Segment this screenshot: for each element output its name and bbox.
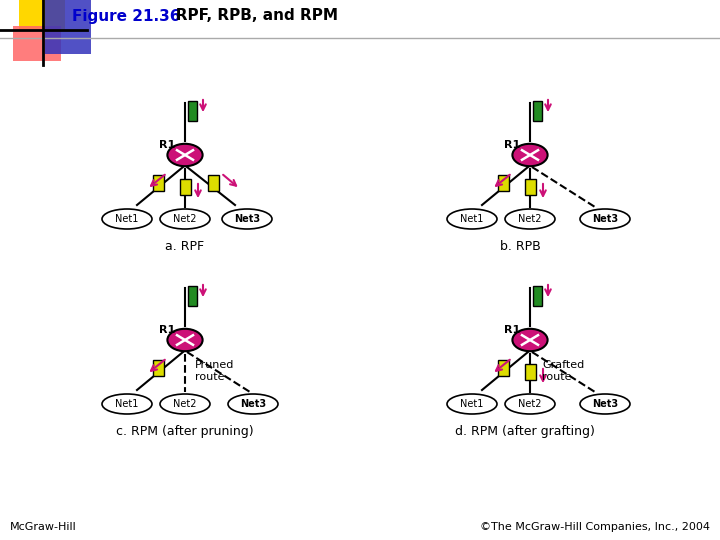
Text: R1: R1 [504, 140, 521, 150]
Bar [524, 179, 536, 195]
Ellipse shape [160, 394, 210, 414]
Text: Figure 21.36: Figure 21.36 [72, 9, 181, 24]
Ellipse shape [505, 394, 555, 414]
Bar [19, 0, 65, 30]
Bar [153, 360, 163, 376]
Text: Net1: Net1 [115, 399, 139, 409]
Ellipse shape [447, 394, 497, 414]
Ellipse shape [167, 144, 202, 166]
Text: route: route [195, 372, 225, 382]
Text: Net1: Net1 [460, 214, 484, 224]
Text: Net2: Net2 [518, 214, 541, 224]
Ellipse shape [222, 209, 272, 229]
Ellipse shape [447, 209, 497, 229]
Text: c. RPM (after pruning): c. RPM (after pruning) [116, 425, 254, 438]
Ellipse shape [102, 209, 152, 229]
Text: route: route [542, 372, 572, 382]
Bar [45, 0, 91, 54]
Text: R1: R1 [159, 325, 175, 335]
Ellipse shape [513, 144, 548, 166]
Bar [533, 286, 541, 306]
Bar [187, 101, 197, 121]
Bar [207, 175, 218, 191]
Text: Net3: Net3 [592, 399, 618, 409]
Text: d. RPM (after grafting): d. RPM (after grafting) [455, 425, 595, 438]
Bar [187, 286, 197, 306]
Ellipse shape [102, 394, 152, 414]
Text: Net3: Net3 [234, 214, 260, 224]
Text: Net1: Net1 [115, 214, 139, 224]
Text: b. RPB: b. RPB [500, 240, 541, 253]
Ellipse shape [580, 394, 630, 414]
Text: Net3: Net3 [240, 399, 266, 409]
Text: Net1: Net1 [460, 399, 484, 409]
Text: Net2: Net2 [174, 399, 197, 409]
Ellipse shape [505, 209, 555, 229]
Text: RPF, RPB, and RPM: RPF, RPB, and RPM [160, 9, 338, 24]
Text: Net2: Net2 [518, 399, 541, 409]
Text: R1: R1 [159, 140, 175, 150]
Bar [153, 175, 163, 191]
Ellipse shape [513, 329, 548, 351]
Text: ©The McGraw-Hill Companies, Inc., 2004: ©The McGraw-Hill Companies, Inc., 2004 [480, 522, 710, 532]
Ellipse shape [167, 329, 202, 351]
Ellipse shape [228, 394, 278, 414]
Ellipse shape [160, 209, 210, 229]
Bar [179, 179, 191, 195]
Bar [498, 175, 508, 191]
Text: R1: R1 [504, 325, 521, 335]
Text: Net3: Net3 [592, 214, 618, 224]
Bar [498, 360, 508, 376]
Text: Net2: Net2 [174, 214, 197, 224]
Ellipse shape [580, 209, 630, 229]
Text: McGraw-Hill: McGraw-Hill [10, 522, 77, 532]
Bar [13, 25, 61, 61]
Bar [533, 101, 541, 121]
Bar [524, 364, 536, 380]
Text: a. RPF: a. RPF [166, 240, 204, 253]
Text: Grafted: Grafted [542, 360, 584, 370]
Text: Pruned: Pruned [195, 360, 235, 370]
